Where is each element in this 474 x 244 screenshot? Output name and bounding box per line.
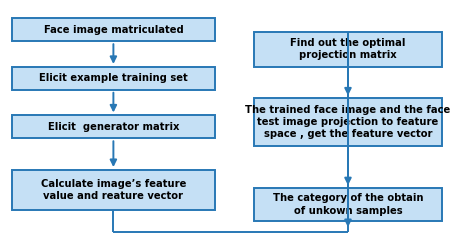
Text: The trained face image and the face
test image projection to feature
space , get: The trained face image and the face test… [246, 105, 451, 139]
Text: Elicit  generator matrix: Elicit generator matrix [48, 122, 179, 132]
FancyBboxPatch shape [12, 67, 215, 90]
Text: Find out the optimal
projection matrix: Find out the optimal projection matrix [290, 38, 406, 61]
Text: The category of the obtain
of unkown samples: The category of the obtain of unkown sam… [273, 193, 423, 216]
FancyBboxPatch shape [12, 18, 215, 41]
FancyBboxPatch shape [254, 188, 442, 221]
Text: Face image matriculated: Face image matriculated [44, 25, 183, 35]
Text: Calculate image’s feature
value and reature vector: Calculate image’s feature value and reat… [41, 179, 186, 201]
FancyBboxPatch shape [254, 32, 442, 67]
Text: Elicit example training set: Elicit example training set [39, 73, 188, 83]
FancyBboxPatch shape [254, 98, 442, 146]
FancyBboxPatch shape [12, 115, 215, 138]
FancyBboxPatch shape [12, 170, 215, 210]
